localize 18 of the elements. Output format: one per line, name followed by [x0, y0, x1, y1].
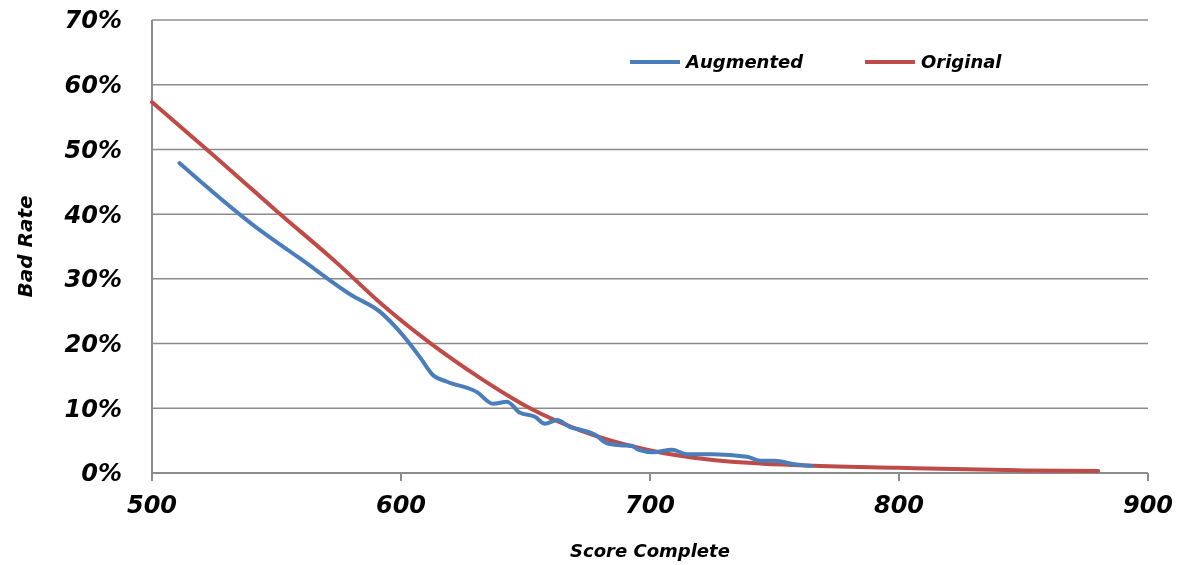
y-tick-label: 60%: [64, 71, 122, 100]
x-tick-label: 500: [126, 491, 178, 519]
x-tick-label: 800: [873, 491, 925, 519]
y-axis-title: Bad Rate: [13, 195, 37, 298]
y-tick-label: 50%: [64, 135, 122, 164]
x-axis-title: Score Complete: [570, 540, 730, 561]
y-tick-label: 10%: [64, 394, 122, 423]
x-tick-label: 700: [624, 491, 676, 519]
legend-label: Augmented: [684, 51, 805, 73]
y-tick-label: 30%: [64, 265, 122, 294]
x-tick-label: 600: [375, 491, 427, 519]
y-tick-label: 40%: [63, 200, 122, 229]
y-tick-label: 0%: [81, 459, 122, 488]
legend-label: Original: [921, 51, 1003, 73]
y-tick-label: 20%: [64, 329, 122, 358]
line-series: [177, 161, 814, 468]
y-tick-label: 70%: [64, 6, 122, 35]
x-tick-label: 900: [1122, 491, 1174, 519]
